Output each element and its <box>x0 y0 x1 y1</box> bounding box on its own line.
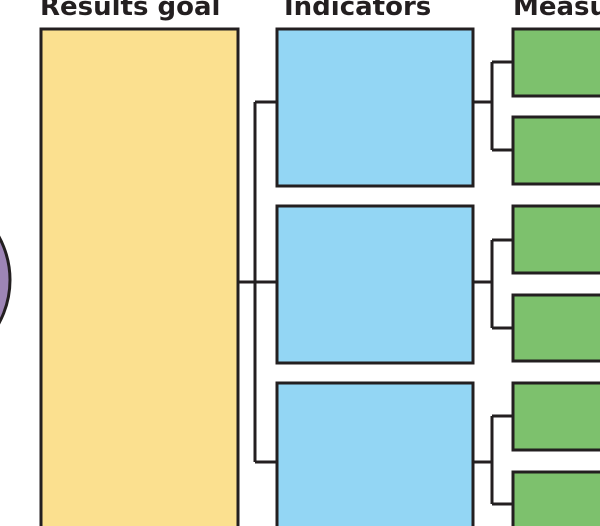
heading: Indicators <box>284 0 431 22</box>
indicator-box <box>275 204 475 365</box>
purple-circle <box>0 235 12 325</box>
measure-box <box>511 115 600 186</box>
connectors-right <box>473 60 513 506</box>
indicator-box <box>275 27 475 188</box>
indicator-box <box>275 381 475 526</box>
heading: Measu <box>513 0 600 22</box>
measure-box <box>511 204 600 275</box>
measure-box <box>511 470 600 526</box>
measure-box <box>511 27 600 98</box>
results-goal-box <box>39 27 240 526</box>
measure-box <box>511 293 600 363</box>
measure-box <box>511 381 600 452</box>
heading: Results goal <box>40 0 220 22</box>
connectors-left <box>238 100 277 464</box>
